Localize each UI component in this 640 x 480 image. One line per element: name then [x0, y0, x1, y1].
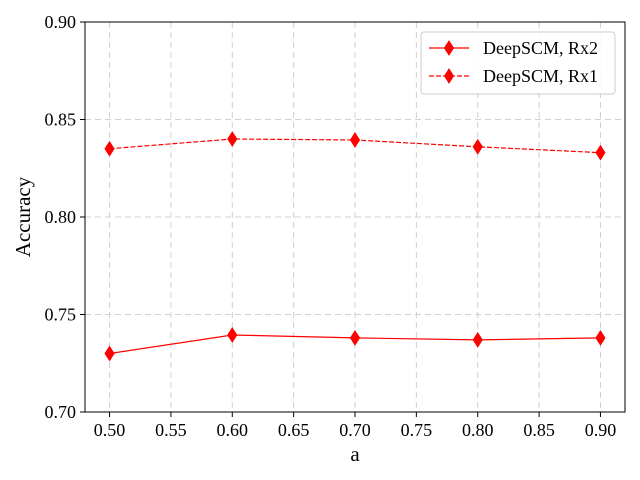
series-2 [104, 131, 606, 161]
x-tick-label: 0.50 [94, 420, 126, 440]
y-tick-label: 0.85 [45, 110, 77, 130]
data-point-marker [349, 329, 361, 346]
x-tick-label: 0.65 [278, 420, 310, 440]
y-tick-label: 0.90 [45, 12, 77, 32]
x-tick-label: 0.60 [217, 420, 249, 440]
data-point-marker [227, 327, 238, 343]
y-tick-label: 0.80 [45, 207, 77, 227]
data-point-marker [227, 131, 238, 147]
y-tick-label: 0.70 [45, 402, 77, 422]
x-tick-label: 0.75 [401, 420, 433, 440]
legend-item: DeepSCM, Rx1 [429, 66, 598, 86]
x-tick-label: 0.80 [462, 420, 494, 440]
data-point-marker [595, 329, 606, 346]
y-tick-label: 0.75 [45, 305, 77, 325]
data-point-marker [349, 132, 361, 148]
data-point-marker [472, 138, 483, 155]
legend-label: DeepSCM, Rx2 [483, 38, 598, 58]
data-point-marker [104, 345, 115, 362]
legend-item: DeepSCM, Rx2 [429, 38, 598, 58]
data-point-marker [472, 331, 483, 348]
x-tick-label: 0.55 [155, 420, 187, 440]
x-tick-label: 0.90 [585, 420, 617, 440]
legend-marker [443, 40, 455, 56]
data-point-marker [595, 144, 606, 161]
legend: DeepSCM, Rx2 DeepSCM, Rx1 [420, 31, 616, 95]
legend-label: DeepSCM, Rx1 [483, 66, 598, 86]
y-axis-title: Accuracy [11, 176, 35, 257]
series-1 [104, 327, 606, 362]
x-axis: 0.50 0.55 0.60 0.65 0.70 0.75 0.80 0.85 0.90 [94, 412, 616, 440]
x-tick-label: 0.85 [523, 420, 555, 440]
y-axis: 0.70 0.75 0.80 0.85 0.90 [45, 12, 85, 422]
series-layer [104, 131, 606, 362]
data-point-marker [104, 140, 115, 157]
x-axis-title: a [350, 442, 360, 466]
legend-marker [443, 68, 455, 84]
x-tick-label: 0.70 [339, 420, 371, 440]
legend-box [420, 31, 616, 95]
